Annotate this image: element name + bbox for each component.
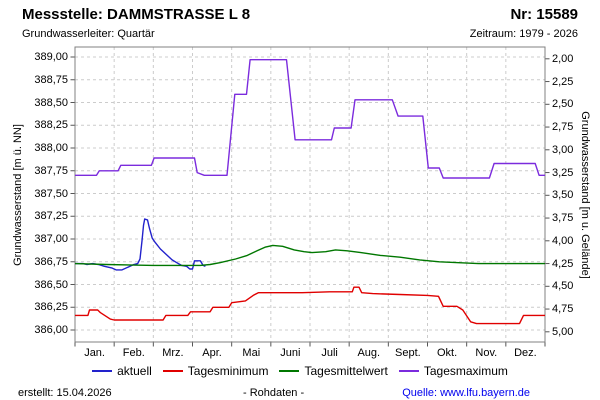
- period-label: Zeitraum: 1979 - 2026: [469, 28, 578, 40]
- series-line-tagesmittelwert: [74, 244, 545, 267]
- legend-item-aktuell: aktuell: [92, 364, 152, 378]
- source-link[interactable]: Quelle: www.lfu.bayern.de: [402, 387, 530, 399]
- legend-label-tagesminimum: Tagesminimum: [187, 364, 269, 378]
- aquifer-label: Grundwasserleiter: Quartär: [22, 28, 155, 40]
- legend: aktuell Tagesminimum Tagesmittelwert Tag…: [0, 363, 600, 379]
- legend-label-tagesmaximum: Tagesmaximum: [423, 364, 508, 378]
- station-number: Nr: 15589: [510, 6, 578, 23]
- legend-item-tagesmaximum: Tagesmaximum: [398, 364, 508, 378]
- raw-data-label: - Rohdaten -: [243, 387, 305, 399]
- legend-item-tagesmittelwert: Tagesmittelwert: [279, 364, 388, 378]
- created-date: erstellt: 15.04.2026: [18, 387, 112, 399]
- legend-label-aktuell: aktuell: [117, 364, 152, 378]
- series-line-tagesminimum: [75, 286, 545, 325]
- series-line-aktuell: [75, 218, 206, 271]
- page-title: Messstelle: DAMMSTRASSE L 8: [22, 6, 251, 23]
- tagesmittelwert-line-swatch: [279, 370, 300, 372]
- legend-label-tagesmittelwert: Tagesmittelwert: [304, 364, 388, 378]
- aktuell-line-swatch: [92, 370, 113, 372]
- series-line-tagesmaximum: [75, 59, 545, 179]
- tagesmaximum-line-swatch: [398, 370, 419, 372]
- plot-border: [74, 46, 546, 343]
- legend-item-tagesminimum: Tagesminimum: [162, 364, 269, 378]
- tagesminimum-line-swatch: [162, 370, 183, 372]
